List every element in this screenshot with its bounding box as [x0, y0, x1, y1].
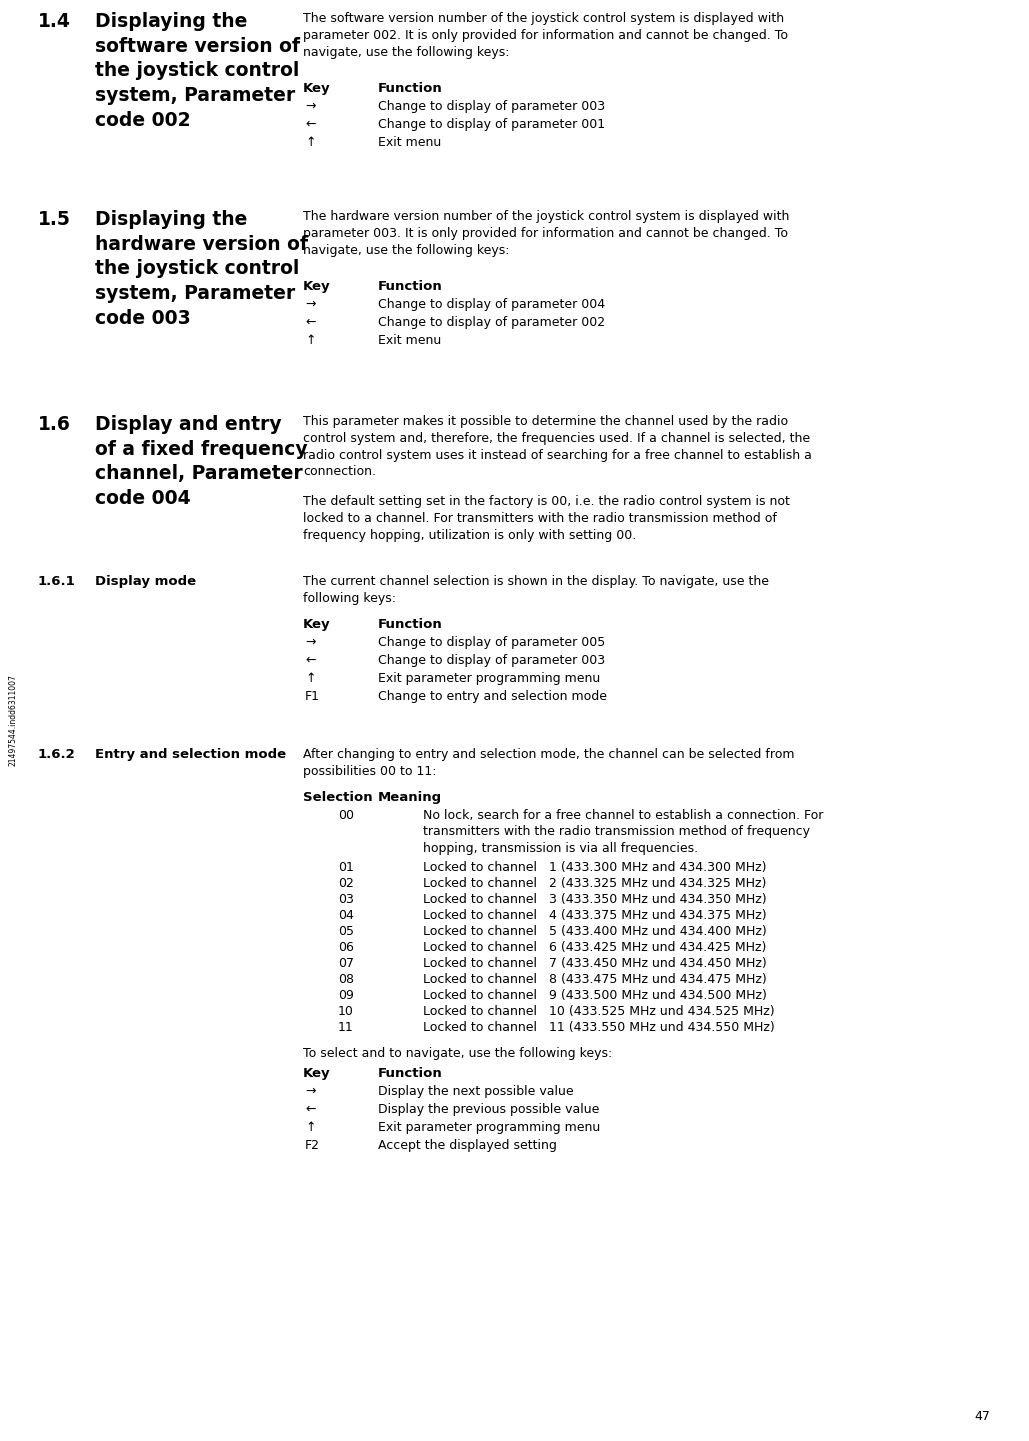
Text: Key: Key [303, 618, 330, 631]
Text: 47: 47 [974, 1409, 990, 1424]
Text: Locked to channel   7 (433.450 MHz und 434.450 MHz): Locked to channel 7 (433.450 MHz und 434… [423, 957, 767, 970]
Text: Displaying the
hardware version of
the joystick control
system, Parameter
code 0: Displaying the hardware version of the j… [95, 210, 308, 327]
Text: Locked to channel   3 (433.350 MHz und 434.350 MHz): Locked to channel 3 (433.350 MHz und 434… [423, 893, 767, 906]
Text: Locked to channel   11 (433.550 MHz und 434.550 MHz): Locked to channel 11 (433.550 MHz und 43… [423, 1022, 775, 1035]
Text: Locked to channel   2 (433.325 MHz und 434.325 MHz): Locked to channel 2 (433.325 MHz und 434… [423, 878, 767, 891]
Text: The current channel selection is shown in the display. To navigate, use the
foll: The current channel selection is shown i… [303, 575, 769, 605]
Text: Change to display of parameter 004: Change to display of parameter 004 [378, 298, 605, 311]
Text: 00: 00 [338, 808, 354, 821]
Text: ←: ← [305, 654, 316, 667]
Text: Locked to channel   6 (433.425 MHz und 434.425 MHz): Locked to channel 6 (433.425 MHz und 434… [423, 941, 767, 954]
Text: Display the previous possible value: Display the previous possible value [378, 1102, 599, 1115]
Text: 03: 03 [338, 893, 354, 906]
Text: Change to display of parameter 003: Change to display of parameter 003 [378, 654, 605, 667]
Text: 10: 10 [338, 1004, 354, 1017]
Text: 02: 02 [338, 878, 354, 891]
Text: Display and entry
of a fixed frequency
channel, Parameter
code 004: Display and entry of a fixed frequency c… [95, 415, 308, 509]
Text: 06: 06 [338, 941, 354, 954]
Text: Meaning: Meaning [378, 791, 442, 804]
Text: Locked to channel   4 (433.375 MHz und 434.375 MHz): Locked to channel 4 (433.375 MHz und 434… [423, 909, 767, 922]
Text: 08: 08 [338, 973, 354, 986]
Text: 04: 04 [338, 909, 354, 922]
Text: Display mode: Display mode [95, 575, 197, 588]
Text: Key: Key [303, 280, 330, 293]
Text: Locked to channel   5 (433.400 MHz und 434.400 MHz): Locked to channel 5 (433.400 MHz und 434… [423, 925, 767, 938]
Text: Function: Function [378, 1066, 442, 1079]
Text: 1.5: 1.5 [38, 210, 71, 229]
Text: Function: Function [378, 618, 442, 631]
Text: ←: ← [305, 1102, 316, 1115]
Text: This parameter makes it possible to determine the channel used by the radio
cont: This parameter makes it possible to dete… [303, 415, 812, 478]
Text: ↑: ↑ [305, 334, 316, 347]
Text: ←: ← [305, 118, 316, 131]
Text: F1: F1 [305, 690, 320, 703]
Text: Locked to channel   9 (433.500 MHz und 434.500 MHz): Locked to channel 9 (433.500 MHz und 434… [423, 989, 767, 1001]
Text: Change to display of parameter 002: Change to display of parameter 002 [378, 316, 605, 329]
Text: Change to display of parameter 005: Change to display of parameter 005 [378, 635, 605, 648]
Text: 1.4: 1.4 [38, 12, 71, 32]
Text: The hardware version number of the joystick control system is displayed with
par: The hardware version number of the joyst… [303, 210, 789, 256]
Text: 09: 09 [338, 989, 354, 1001]
Text: →: → [305, 635, 316, 648]
Text: 05: 05 [338, 925, 354, 938]
Text: Exit menu: Exit menu [378, 135, 441, 148]
Text: 1.6.2: 1.6.2 [38, 748, 76, 761]
Text: After changing to entry and selection mode, the channel can be selected from
pos: After changing to entry and selection mo… [303, 748, 794, 778]
Text: To select and to navigate, use the following keys:: To select and to navigate, use the follo… [303, 1048, 612, 1061]
Text: Locked to channel   10 (433.525 MHz und 434.525 MHz): Locked to channel 10 (433.525 MHz und 43… [423, 1004, 775, 1017]
Text: Function: Function [378, 280, 442, 293]
Text: Exit menu: Exit menu [378, 334, 441, 347]
Text: Change to display of parameter 001: Change to display of parameter 001 [378, 118, 605, 131]
Text: 07: 07 [338, 957, 354, 970]
Text: Function: Function [378, 82, 442, 95]
Text: 01: 01 [338, 862, 354, 875]
Text: ↑: ↑ [305, 1121, 316, 1134]
Text: Entry and selection mode: Entry and selection mode [95, 748, 286, 761]
Text: Change to entry and selection mode: Change to entry and selection mode [378, 690, 607, 703]
Text: →: → [305, 1085, 316, 1098]
Text: →: → [305, 99, 316, 112]
Text: 1.6: 1.6 [38, 415, 71, 434]
Text: 21497544.indd6311007: 21497544.indd6311007 [8, 674, 17, 767]
Text: Selection: Selection [303, 791, 372, 804]
Text: Exit parameter programming menu: Exit parameter programming menu [378, 672, 600, 684]
Text: Display the next possible value: Display the next possible value [378, 1085, 573, 1098]
Text: Locked to channel   8 (433.475 MHz und 434.475 MHz): Locked to channel 8 (433.475 MHz und 434… [423, 973, 767, 986]
Text: The software version number of the joystick control system is displayed with
par: The software version number of the joyst… [303, 12, 788, 59]
Text: →: → [305, 298, 316, 311]
Text: Accept the displayed setting: Accept the displayed setting [378, 1138, 557, 1151]
Text: F2: F2 [305, 1138, 320, 1151]
Text: Change to display of parameter 003: Change to display of parameter 003 [378, 99, 605, 112]
Text: Key: Key [303, 82, 330, 95]
Text: Key: Key [303, 1066, 330, 1079]
Text: ↑: ↑ [305, 672, 316, 684]
Text: 1.6.1: 1.6.1 [38, 575, 76, 588]
Text: Displaying the
software version of
the joystick control
system, Parameter
code 0: Displaying the software version of the j… [95, 12, 300, 130]
Text: No lock, search for a free channel to establish a connection. For
transmitters w: No lock, search for a free channel to es… [423, 808, 823, 855]
Text: ↑: ↑ [305, 135, 316, 148]
Text: Exit parameter programming menu: Exit parameter programming menu [378, 1121, 600, 1134]
Text: ←: ← [305, 316, 316, 329]
Text: The default setting set in the factory is 00, i.e. the radio control system is n: The default setting set in the factory i… [303, 496, 790, 542]
Text: Locked to channel   1 (433.300 MHz and 434.300 MHz): Locked to channel 1 (433.300 MHz and 434… [423, 862, 767, 875]
Text: 11: 11 [338, 1022, 354, 1035]
